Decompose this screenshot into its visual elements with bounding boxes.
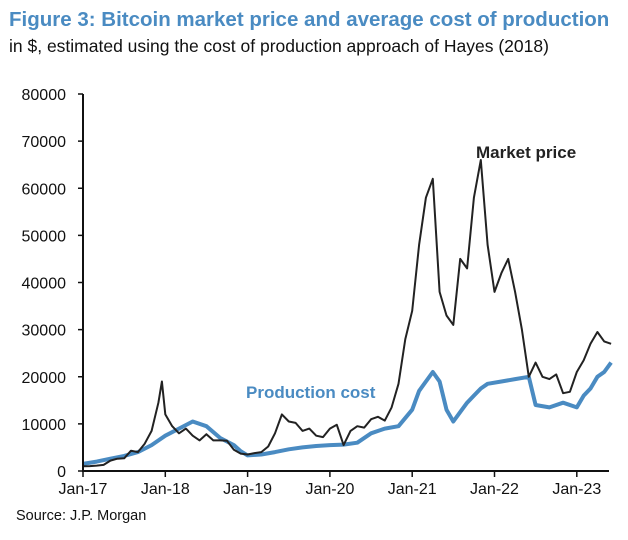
annotation-market-price: Market price [476,143,576,162]
series-line-production-cost [82,361,613,466]
x-tick-label: Jan-23 [552,481,601,498]
y-tick-label: 80000 [22,87,67,104]
y-tick-label: 40000 [22,276,67,293]
x-tick-label: Jan-20 [305,481,354,498]
annotation-production-cost: Production cost [246,383,376,402]
chart-title: Figure 3: Bitcoin market price and avera… [9,8,610,31]
x-tick-label: Jan-17 [59,481,108,498]
series-line-market-price [82,159,612,468]
x-tick-label: Jan-21 [388,481,437,498]
x-tick-label: Jan-19 [223,481,272,498]
x-tick-label: Jan-18 [141,481,190,498]
y-tick-label: 70000 [22,134,67,151]
source-note: Source: J.P. Morgan [16,508,147,524]
x-tick-label: Jan-22 [470,481,519,498]
y-tick-label: 10000 [22,417,67,434]
chart-subtitle: in $, estimated using the cost of produc… [9,36,549,56]
y-tick-label: 20000 [22,370,67,387]
y-tick-label: 60000 [22,181,67,198]
y-tick-label: 0 [57,464,66,481]
y-tick-label: 50000 [22,228,67,245]
y-tick-label: 30000 [22,323,67,340]
